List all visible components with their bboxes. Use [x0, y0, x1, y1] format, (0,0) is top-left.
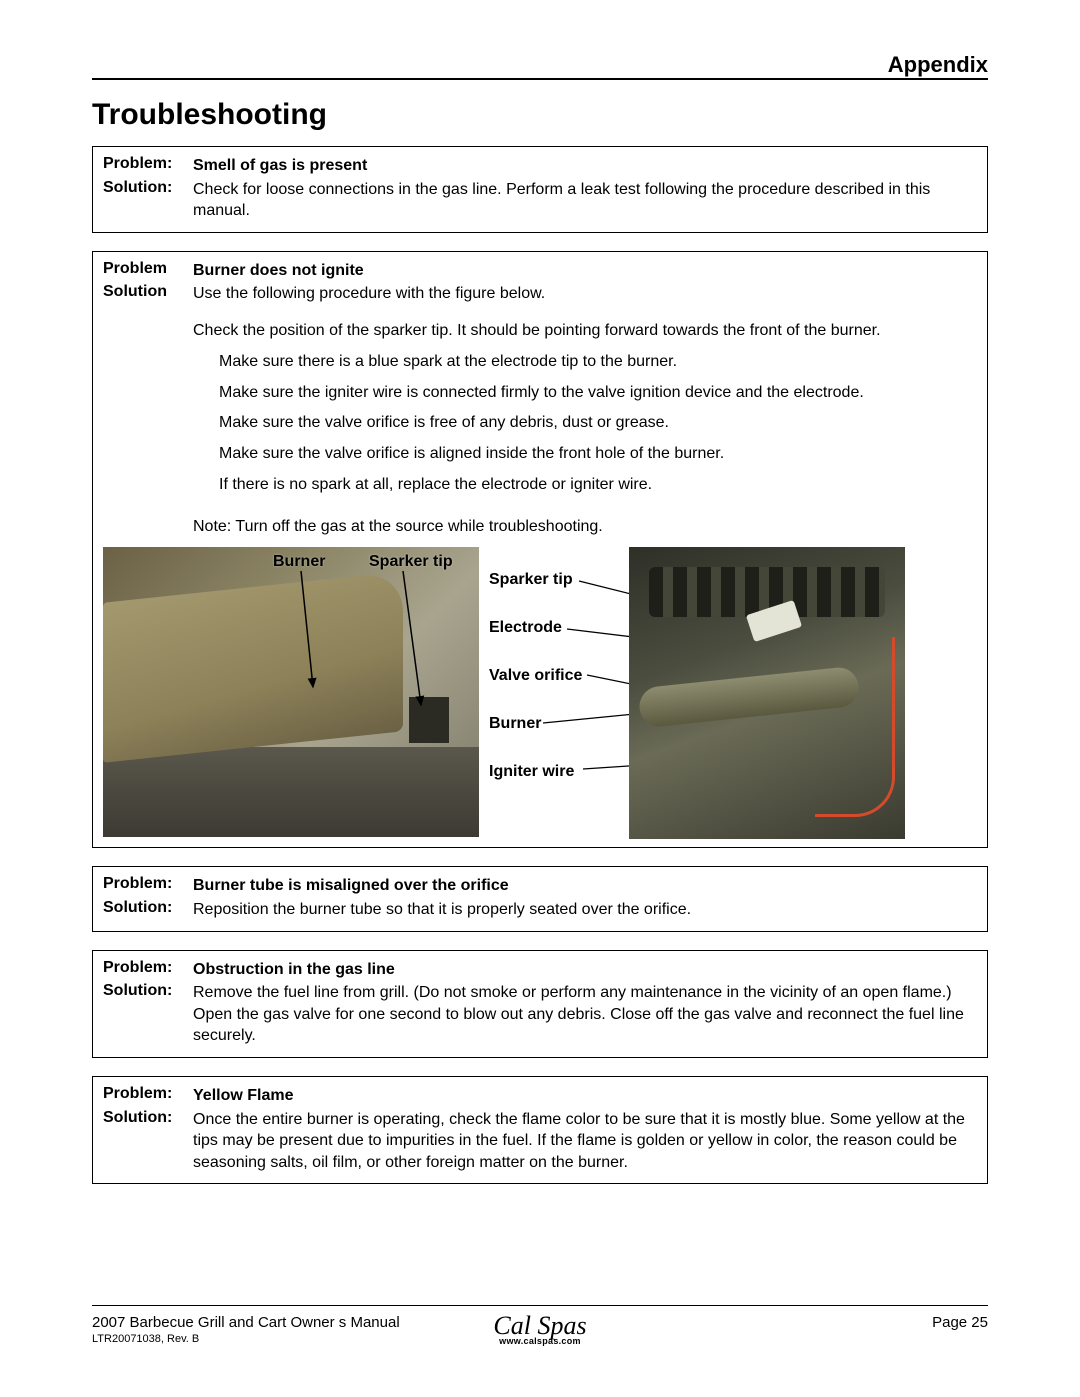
- step-text: Make sure the igniter wire is connected …: [219, 383, 977, 404]
- problem-label: Problem:: [103, 155, 193, 173]
- figure-photo-left: Burner Sparker tip: [103, 547, 479, 837]
- problem-text: Obstruction in the gas line: [193, 959, 977, 981]
- solution-text: Once the entire burner is operating, che…: [193, 1109, 977, 1174]
- section-title: Troubleshooting: [92, 98, 988, 132]
- problem-box-obstruction: Problem: Obstruction in the gas line Sol…: [92, 950, 988, 1058]
- problem-label: Problem:: [103, 1085, 193, 1103]
- step-text: Make sure the valve orifice is aligned i…: [219, 444, 977, 465]
- solution-label: Solution:: [103, 899, 193, 917]
- problem-box-gas-smell: Problem: Smell of gas is present Solutio…: [92, 146, 988, 233]
- footer-page-number: Page 25: [587, 1314, 988, 1331]
- header-rule: Appendix: [92, 78, 988, 80]
- problem-text: Yellow Flame: [193, 1085, 977, 1107]
- problem-text: Burner tube is misaligned over the orifi…: [193, 875, 977, 897]
- figure-mid-labels: Sparker tip Electrode Valve orifice Burn…: [489, 547, 619, 839]
- solution-text: Check for loose connections in the gas l…: [193, 179, 977, 222]
- problem-label: Problem:: [103, 959, 193, 977]
- step-text: Make sure there is a blue spark at the e…: [219, 352, 977, 373]
- figure-area: Burner Sparker tip Sparker tip Electrode…: [103, 547, 977, 839]
- solution-text: Remove the fuel line from grill. (Do not…: [193, 982, 977, 1047]
- solution-note: Note: Turn off the gas at the source whi…: [193, 516, 977, 538]
- figure-label-igniter-wire: Igniter wire: [489, 763, 619, 781]
- solution-label: Solution:: [103, 1109, 193, 1127]
- figure-label-sparker-tip: Sparker tip: [369, 553, 453, 571]
- figure-label-electrode: Electrode: [489, 619, 619, 637]
- page-footer: 2007 Barbecue Grill and Cart Owner s Man…: [92, 1305, 988, 1345]
- solution-intro: Use the following procedure with the fig…: [193, 283, 977, 305]
- footer-left: 2007 Barbecue Grill and Cart Owner s Man…: [92, 1314, 493, 1345]
- figure-label-burner: Burner: [489, 715, 619, 733]
- figure-label-burner: Burner: [273, 553, 325, 571]
- solution-label: Solution:: [103, 982, 193, 1000]
- solution-label: Solution:: [103, 179, 193, 197]
- problem-label: Problem: [103, 260, 193, 278]
- solution-label: Solution: [103, 283, 193, 301]
- footer-manual-title: 2007 Barbecue Grill and Cart Owner s Man…: [92, 1314, 493, 1331]
- step-text: If there is no spark at all, replace the…: [219, 475, 977, 496]
- brand-url: www.calspas.com: [493, 1337, 586, 1345]
- figure-label-valve-orifice: Valve orifice: [489, 667, 619, 685]
- appendix-label: Appendix: [888, 52, 988, 78]
- solution-text: Reposition the burner tube so that it is…: [193, 899, 977, 921]
- solution-steps: Check the position of the sparker tip. I…: [219, 311, 977, 506]
- problem-label: Problem:: [103, 875, 193, 893]
- footer-brand: Cal Spas www.calspas.com: [493, 1314, 586, 1345]
- footer-revision: LTR20071038, Rev. B: [92, 1333, 493, 1345]
- step-text: Check the position of the sparker tip. I…: [193, 321, 977, 342]
- step-text: Make sure the valve orifice is free of a…: [219, 413, 977, 434]
- problem-box-yellow-flame: Problem: Yellow Flame Solution: Once the…: [92, 1076, 988, 1184]
- figure-label-sparker-tip: Sparker tip: [489, 571, 619, 589]
- problem-text: Smell of gas is present: [193, 155, 977, 177]
- problem-text: Burner does not ignite: [193, 260, 977, 282]
- brand-logo-text: Cal Spas: [493, 1314, 586, 1337]
- problem-box-misaligned: Problem: Burner tube is misaligned over …: [92, 866, 988, 931]
- figure-photo-right: [629, 547, 905, 839]
- problem-box-no-ignite: Problem Burner does not ignite Solution …: [92, 251, 988, 849]
